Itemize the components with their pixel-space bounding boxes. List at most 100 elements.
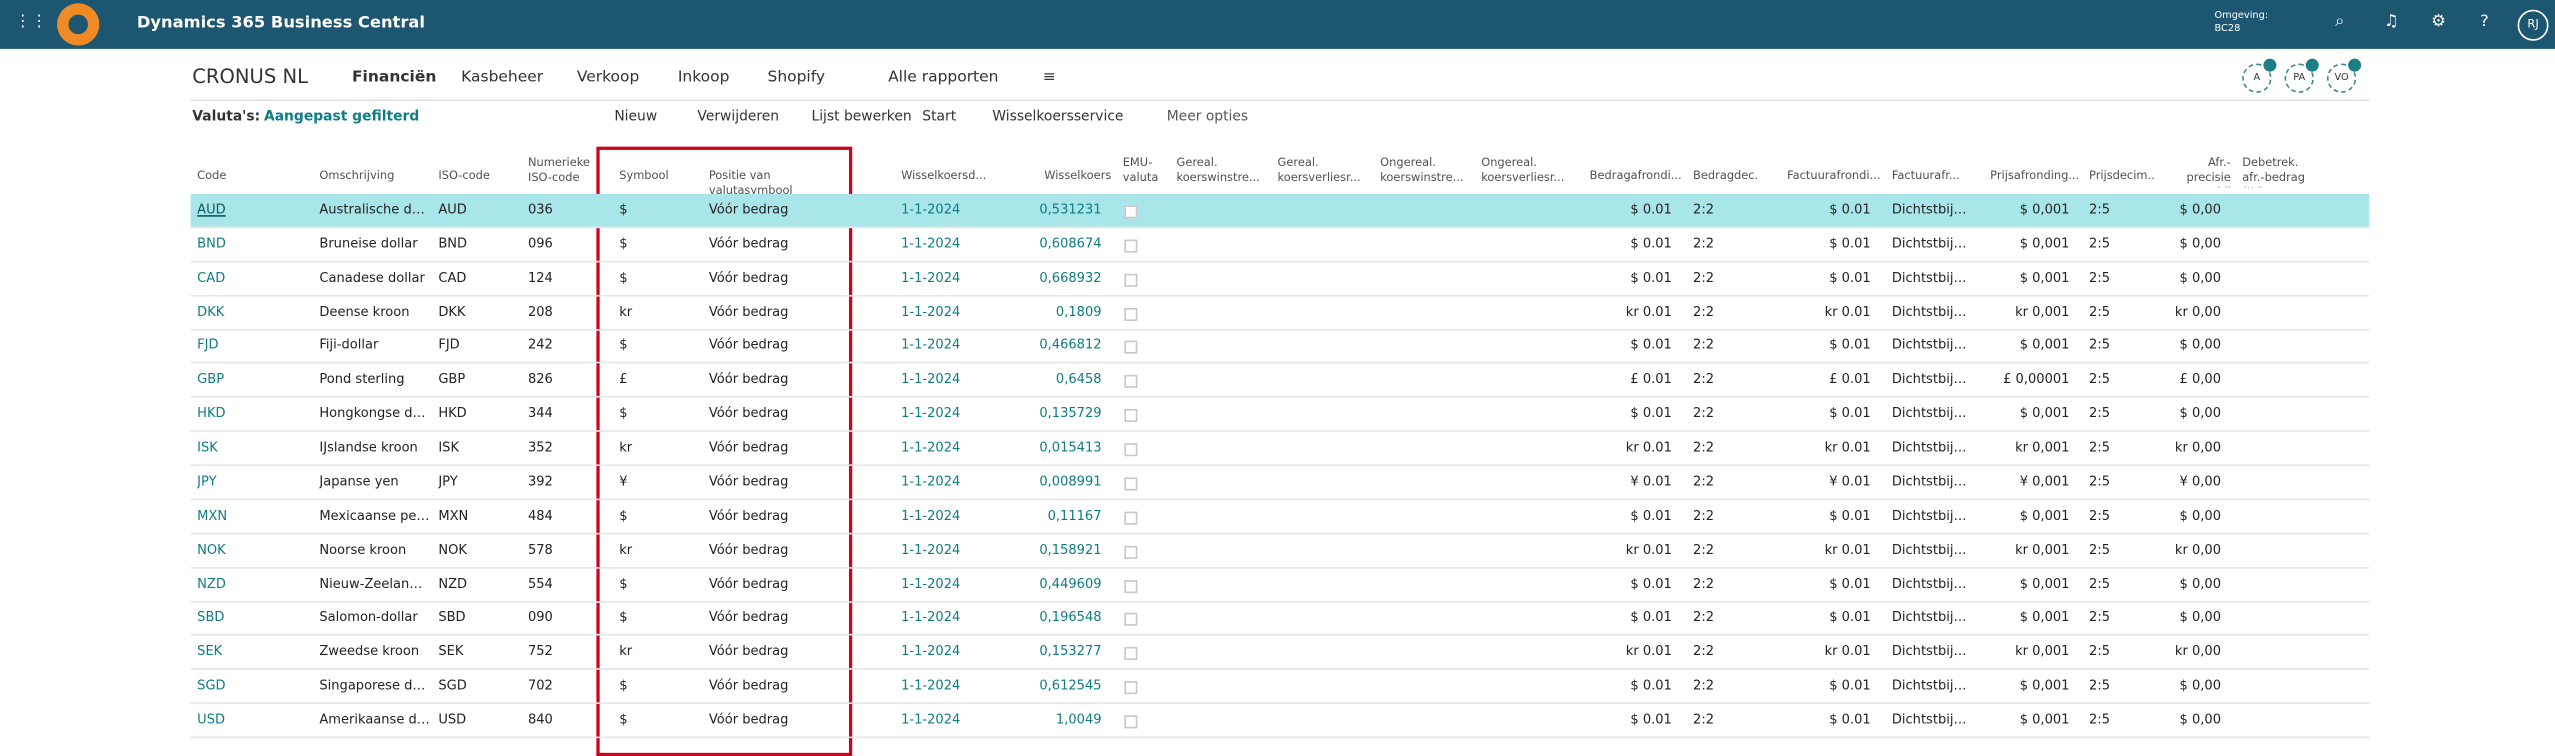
checkbox[interactable] [1124, 715, 1137, 728]
nav-item[interactable]: Shopify [767, 68, 825, 86]
checkbox[interactable] [1124, 647, 1137, 660]
cell-code[interactable]: SEK [197, 636, 295, 669]
cell-code[interactable]: BND [197, 228, 295, 261]
search-icon[interactable]: ⌕ [2335, 13, 2344, 31]
checkbox[interactable] [1124, 239, 1137, 252]
cell-price-dec: 2:5 [2089, 500, 2154, 533]
column-header[interactable]: Code [197, 169, 295, 184]
column-header[interactable]: Bedragafrondi... [1581, 169, 1682, 184]
column-header[interactable]: Omschrijving [319, 169, 430, 184]
cell-appl-prec: $ 0,00 [2172, 330, 2221, 363]
action-button[interactable]: Nieuw [614, 109, 657, 125]
cell-appl-prec: kr 0,00 [2172, 636, 2221, 669]
cell-code[interactable]: DKK [197, 296, 295, 329]
cell-code[interactable]: MXN [197, 500, 295, 533]
column-header[interactable]: EMU-valuta [1123, 156, 1169, 185]
cell-inv-type: Dichtstbijzij... [1892, 228, 1973, 261]
column-header[interactable]: ISO-code [438, 169, 519, 184]
column-header[interactable]: Afr.-precisie bij vereffenen [2172, 156, 2231, 187]
cell-code[interactable]: NOK [197, 534, 295, 567]
cell-code[interactable]: NZD [197, 568, 295, 601]
cell-code[interactable]: SGD [197, 670, 295, 703]
cell-price-dec: 2:5 [2089, 432, 2154, 465]
cell-code[interactable]: GBP [197, 364, 295, 397]
checkbox[interactable] [1124, 205, 1137, 218]
cell-name: Salomon-dollar [319, 602, 430, 635]
cell-amt-round: $ 0.01 [1581, 262, 1672, 295]
column-header[interactable]: Bedragdec... [1693, 169, 1758, 184]
more-options[interactable]: Meer opties [1167, 109, 1248, 125]
help-icon[interactable]: ? [2480, 13, 2489, 31]
bell-icon[interactable]: ♫ [2384, 13, 2399, 31]
cell-code[interactable]: JPY [197, 466, 295, 499]
nav-item[interactable]: Kasbeheer [461, 68, 543, 86]
cell-amt-dec: 2:2 [1693, 432, 1758, 465]
cell-code[interactable]: HKD [197, 398, 295, 431]
checkbox[interactable] [1124, 545, 1137, 558]
checkbox[interactable] [1124, 477, 1137, 490]
checkbox[interactable] [1124, 443, 1137, 456]
checkbox[interactable] [1124, 681, 1137, 694]
column-header[interactable]: Factuurafrondi... [1779, 169, 1880, 184]
checkbox[interactable] [1124, 579, 1137, 592]
checkbox[interactable] [1124, 273, 1137, 286]
nav-menu[interactable]: ≡ [1043, 68, 1056, 86]
environment[interactable]: Omgeving:BC28 [2214, 10, 2268, 36]
nav-item[interactable]: Inkoop [678, 68, 730, 86]
app-launcher[interactable]: ⋮⋮ [15, 13, 48, 31]
cell-code[interactable]: USD [197, 704, 295, 737]
cell-rate: 0,196548 [978, 602, 1102, 635]
cell-rate: 1,0049 [978, 704, 1102, 737]
checkbox[interactable] [1124, 341, 1137, 354]
cell-amt-dec: 2:2 [1693, 704, 1758, 737]
column-header[interactable]: Debetrek. afr.-bedrag (LV) [2242, 156, 2323, 187]
cell-rate: 0,135729 [978, 398, 1102, 431]
column-header[interactable]: Gereal. koerswinstre... [1176, 156, 1271, 185]
column-header[interactable]: Prijsafronding... [1980, 169, 2079, 184]
user-avatar[interactable]: RJ [2518, 10, 2549, 41]
column-header[interactable]: Ongereal. koersverliesr... [1481, 156, 1576, 185]
cell-name: Mexicaanse peso [319, 500, 430, 533]
checkbox[interactable] [1124, 375, 1137, 388]
cell-symbol: $ [619, 670, 700, 703]
filter-value[interactable]: Aangepast gefilterd [264, 109, 419, 125]
column-header[interactable]: Ongereal. koerswinstre... [1380, 156, 1475, 185]
action-button[interactable]: Verwijderen [697, 109, 779, 125]
cell-price-round: ¥ 0,001 [1980, 466, 2070, 499]
cell-price-round: $ 0,001 [1980, 670, 2070, 703]
cell-appl-prec: kr 0,00 [2172, 534, 2221, 567]
settings-icon[interactable]: ⚙ [2431, 13, 2446, 31]
cell-amt-round: $ 0.01 [1581, 228, 1672, 261]
checkbox[interactable] [1124, 511, 1137, 524]
cell-code[interactable]: CAD [197, 262, 295, 295]
nav-item[interactable]: Financiën [352, 68, 436, 86]
cell-price-round: $ 0,001 [1980, 500, 2070, 533]
cell-price-round: $ 0,001 [1980, 602, 2070, 635]
cell-appl-prec: $ 0,00 [2172, 568, 2221, 601]
column-header[interactable]: Symbool [619, 169, 700, 184]
column-header[interactable]: Numerieke ISO-code [528, 156, 609, 185]
nav-item[interactable]: Verkoop [577, 68, 639, 86]
cell-code[interactable]: SBD [197, 602, 295, 635]
action-button[interactable]: Start [922, 109, 956, 125]
cell-name: Canadese dollar [319, 262, 430, 295]
checkbox[interactable] [1124, 307, 1137, 320]
column-header[interactable]: Factuurafr... [1892, 169, 1973, 184]
action-button[interactable]: Wisselkoersservice [992, 109, 1123, 125]
checkbox[interactable] [1124, 409, 1137, 422]
cell-price-round: $ 0,001 [1980, 262, 2070, 295]
cell-amt-dec: 2:2 [1693, 194, 1758, 227]
column-header[interactable]: Prijsdecim... [2089, 169, 2154, 184]
column-header[interactable]: Gereal. koersverliesr... [1278, 156, 1373, 185]
checkbox[interactable] [1124, 613, 1137, 626]
column-header[interactable]: Wisselkoers [978, 169, 1112, 184]
cell-code[interactable]: ISK [197, 432, 295, 465]
cell-iso: SBD [438, 602, 519, 635]
nav-reports[interactable]: Alle rapporten [888, 68, 998, 86]
action-button[interactable]: Lijst bewerken [811, 109, 911, 125]
cell-code[interactable]: FJD [197, 330, 295, 363]
cell-position: Vóór bedrag [709, 602, 848, 635]
cell-inv-type: Dichtstbijzij... [1892, 296, 1973, 329]
cell-code[interactable]: AUD [197, 194, 295, 227]
